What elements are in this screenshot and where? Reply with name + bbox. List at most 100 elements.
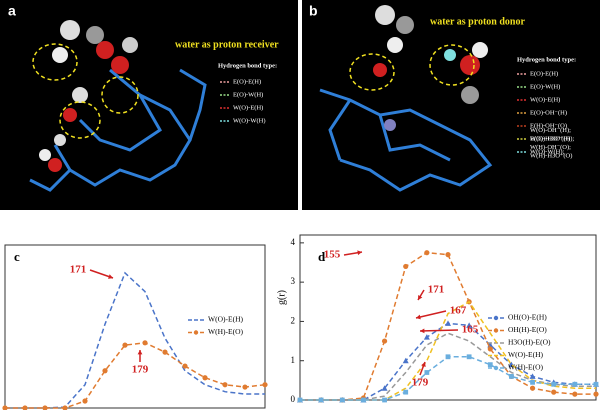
point (382, 397, 387, 403)
point (318, 397, 324, 403)
point (381, 338, 388, 344)
y-axis-label: g(r) (276, 290, 287, 305)
point (529, 385, 536, 391)
annotation: 165 (462, 324, 479, 336)
legend-label: OH(O)-E(H) (508, 313, 547, 322)
point (339, 397, 345, 403)
legend-label: W(O)-E(H) (208, 315, 243, 324)
annotation: 179 (412, 377, 429, 389)
point (466, 322, 473, 328)
legend-marker (193, 330, 199, 335)
legend-label: W(O)-W(H); (530, 148, 564, 155)
legend-label: E(O)-W(H) (233, 91, 263, 98)
annotation-arrow (419, 329, 459, 332)
y-tick-label: 1 (291, 355, 296, 365)
arrow-head (357, 250, 362, 256)
point (381, 385, 388, 391)
legend-marker (493, 365, 499, 371)
legend-label: E(H)-OH⁻(O) (530, 122, 567, 129)
point (222, 382, 228, 388)
legend-marker (493, 328, 499, 333)
point (242, 384, 248, 390)
series-line (300, 251, 596, 401)
point (572, 381, 578, 387)
arrow-head (416, 314, 421, 320)
point (42, 405, 48, 410)
legend: E(O)-E(H) E(O)-W(H) W(O)-E(H) E(O)-OH⁻(H) E(… (517, 70, 574, 159)
legend-label: W(H)-E(O) (208, 327, 243, 336)
y-tick-label: 4 (291, 237, 296, 247)
panel-caption: water as proton donor (430, 16, 525, 27)
point (593, 381, 599, 387)
legend-label: W(H)-OH⁻(O); (530, 144, 571, 151)
legend-label: W(H)-E(O) (508, 363, 543, 372)
series-line (5, 342, 266, 409)
point (593, 391, 599, 397)
point (182, 363, 188, 369)
y-tick-label: 0 (291, 394, 296, 404)
legend: E(O)-E(H) E(O)-W(H) W(O)-E(H) W(O)-W(H) (220, 78, 265, 124)
panel-a-image (0, 0, 298, 210)
y-tick-label: 3 (291, 276, 296, 286)
highlight-circles-a (32, 43, 139, 139)
legend-label: W(O)-E(H) (508, 350, 543, 359)
point (551, 389, 557, 395)
series-line (5, 271, 265, 409)
point (262, 382, 268, 388)
arrow-head (108, 274, 113, 279)
point (424, 250, 430, 256)
point (62, 405, 68, 410)
arrow-head (418, 295, 423, 300)
legend-label: W(O)-E(H) (233, 104, 263, 111)
legend-label: H3O(H)-E(O) (508, 338, 551, 347)
point (361, 397, 366, 403)
point (82, 398, 88, 404)
point (402, 357, 409, 364)
legend-label: E(O)-W(H) (530, 83, 560, 90)
point (122, 342, 128, 348)
point (423, 334, 430, 340)
legend-title: Hydrogen bond type: (218, 62, 277, 69)
atoms-b (373, 5, 488, 131)
arrow-head (421, 362, 426, 367)
point (487, 346, 493, 352)
panel-caption: water as proton receiver (175, 39, 279, 50)
panel-label: a (8, 3, 16, 19)
legend-label: W(O)-E(H) (530, 96, 560, 103)
point (202, 375, 208, 381)
highlight-circles-b (349, 44, 475, 91)
panel-b-image (302, 0, 600, 210)
point (445, 252, 451, 258)
point (403, 389, 409, 395)
legend-title: Hydrogen bond type: (517, 56, 576, 63)
y-tick-label: 2 (291, 315, 296, 325)
legend-label: W(O)-OH⁻(H); (530, 127, 571, 134)
annotation: 155 (324, 249, 341, 261)
legend-label: W(O)-W(H) (233, 117, 265, 124)
series-line (300, 322, 596, 401)
point (445, 354, 451, 360)
annotation: 179 (132, 364, 149, 376)
panel-label: c (14, 249, 20, 264)
point (551, 381, 557, 387)
molecule-render-b (319, 88, 493, 192)
point (530, 379, 535, 385)
point (529, 373, 536, 379)
legend-label: E(O)-H3O⁺(H) (530, 135, 570, 142)
legend-marker (493, 315, 499, 321)
panel-label: b (309, 3, 318, 19)
point (22, 405, 28, 410)
legend-label: E(O)-E(H) (233, 78, 261, 85)
point (102, 368, 108, 374)
arrow-head (137, 350, 143, 355)
legend-label: E(O)-OH⁻(H) (530, 109, 567, 116)
arrow-head (420, 328, 425, 334)
point (2, 405, 8, 410)
annotation: 171 (70, 264, 87, 276)
legend-label: E(O)-E(H) (530, 70, 558, 77)
molecule-render-a (29, 68, 207, 192)
point (572, 391, 578, 397)
panel-label: d (318, 249, 326, 264)
point (142, 340, 148, 346)
